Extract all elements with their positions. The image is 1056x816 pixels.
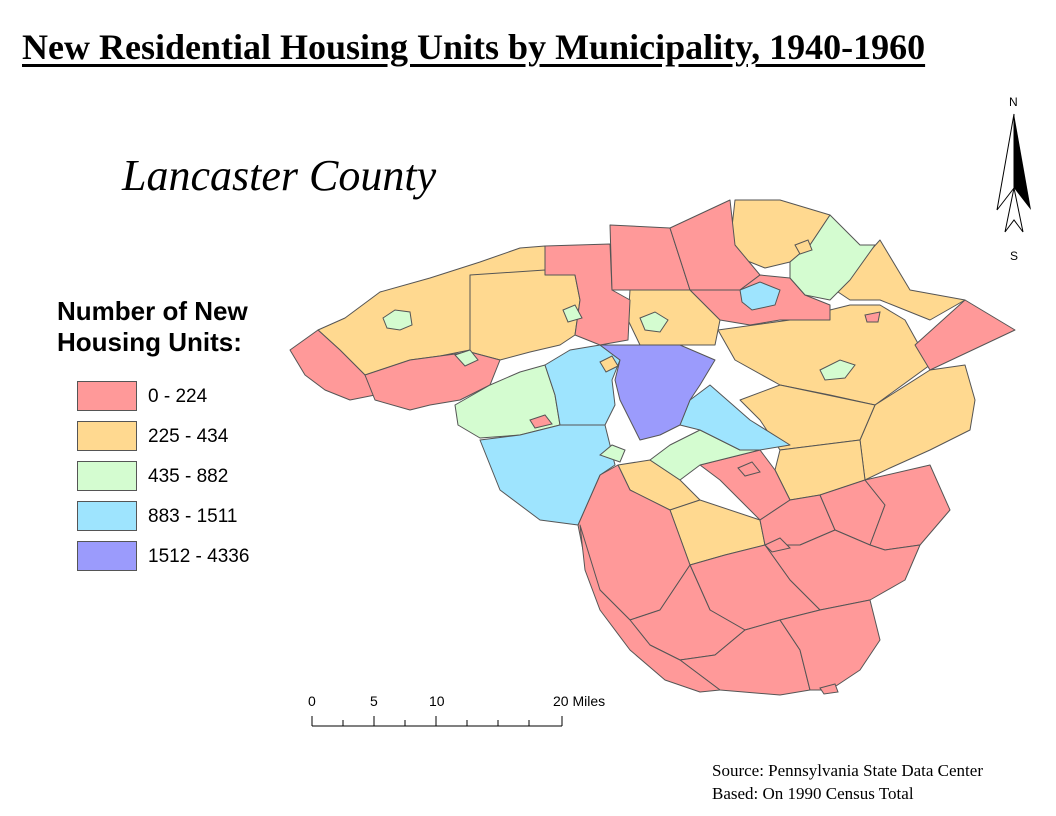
- municipality[interactable]: [469, 269, 581, 361]
- north-arrow-light: [996, 113, 1015, 211]
- municipality[interactable]: [779, 599, 881, 691]
- municipality[interactable]: [914, 299, 1016, 371]
- borough: [454, 349, 479, 367]
- municipality[interactable]: [679, 384, 791, 451]
- borough: [737, 461, 761, 477]
- legend-title: Number of New Housing Units:: [57, 296, 248, 357]
- south-label: S: [1010, 249, 1018, 263]
- north-arrow-dark: [1014, 114, 1031, 210]
- legend-item: 0 - 224: [77, 381, 297, 421]
- legend-swatch: [77, 461, 137, 491]
- legend-swatch: [77, 421, 137, 451]
- municipality[interactable]: [479, 424, 616, 526]
- borough: [599, 355, 619, 373]
- legend-item: 225 - 434: [77, 421, 297, 461]
- county-label: Lancaster County: [122, 151, 437, 200]
- source-line: Source: Pennsylvania State Data Center: [712, 761, 983, 780]
- legend-swatch: [77, 381, 137, 411]
- borough: [599, 444, 626, 463]
- scale-bar: 0 5 10 20 Miles: [300, 690, 630, 740]
- legend-label: 435 - 882: [148, 466, 229, 487]
- legend-item: 435 - 882: [77, 461, 297, 501]
- legend: 0 - 224 225 - 434 435 - 882 883 - 1511 1…: [77, 381, 297, 581]
- scale-label: 10: [429, 693, 445, 709]
- borough: [819, 683, 839, 695]
- municipality[interactable]: [364, 351, 501, 411]
- municipality[interactable]: [789, 214, 876, 301]
- legend-item: 883 - 1511: [77, 501, 297, 541]
- borough: [739, 281, 781, 311]
- borough: [794, 239, 813, 255]
- legend-swatch: [77, 541, 137, 571]
- borough: [819, 359, 856, 381]
- municipality[interactable]: [609, 224, 691, 291]
- south-arrow: [1004, 187, 1024, 233]
- north-label: N: [1009, 95, 1018, 109]
- legend-label: 225 - 434: [148, 426, 229, 447]
- borough: [639, 311, 669, 333]
- borough: [864, 311, 881, 323]
- scale-label: 0: [308, 693, 316, 709]
- legend-label: 883 - 1511: [148, 506, 238, 527]
- source-line: Based: On 1990 Census Total: [712, 784, 914, 803]
- borough: [764, 537, 791, 553]
- north-arrow: N S: [983, 92, 1047, 268]
- borough: [382, 309, 413, 331]
- municipality[interactable]: [579, 524, 721, 693]
- legend-swatch: [77, 501, 137, 531]
- municipality[interactable]: [599, 344, 716, 441]
- legend-item: 1512 - 4336: [77, 541, 297, 581]
- borough: [562, 304, 583, 323]
- scale-ticks: [311, 716, 563, 727]
- legend-label: 0 - 224: [148, 386, 208, 407]
- borough: [529, 414, 553, 429]
- legend-label: 1512 - 4336: [148, 546, 250, 567]
- scale-label: 5: [370, 693, 378, 709]
- scale-label: 20 Miles: [553, 693, 606, 709]
- map-title: New Residential Housing Units by Municip…: [22, 27, 926, 67]
- source-note: Source: Pennsylvania State Data Center B…: [712, 759, 983, 805]
